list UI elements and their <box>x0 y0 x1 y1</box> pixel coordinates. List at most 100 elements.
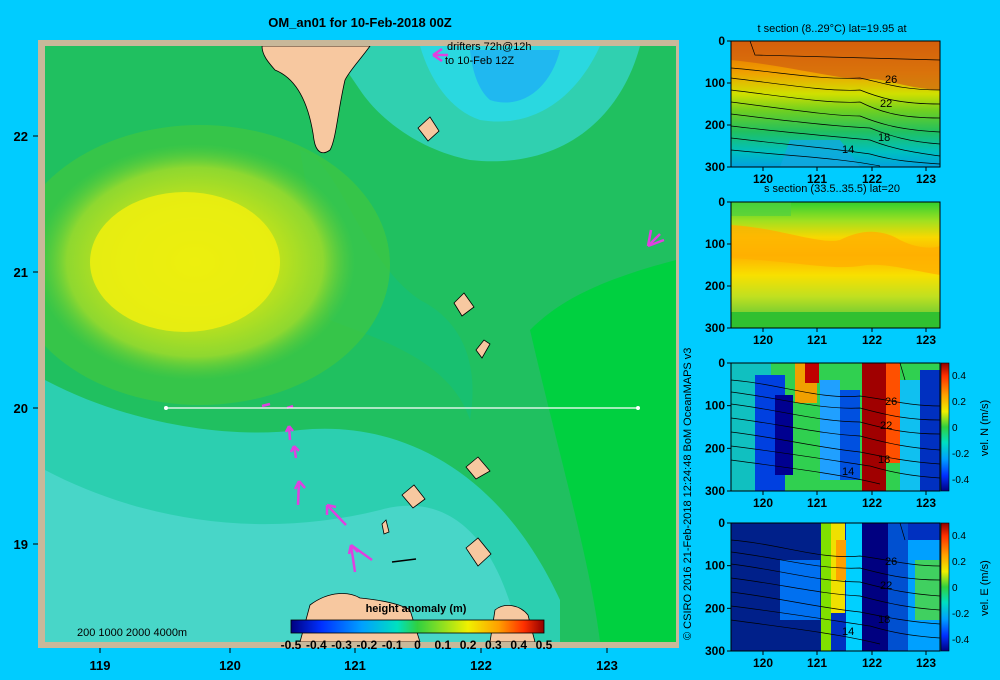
panel-colorbar-tick: 0 <box>952 423 958 434</box>
map-x-tick-label: 119 <box>90 658 111 673</box>
panel-colorbar-tick: -0.4 <box>952 635 970 646</box>
panel-colorbar-tick: -0.4 <box>952 475 970 486</box>
contour-label: 18 <box>878 614 890 626</box>
panel-y-tick-label: 300 <box>705 321 725 335</box>
panel-y-tick-label: 100 <box>705 399 725 413</box>
panel-colorbar-tick: -0.2 <box>952 449 970 460</box>
panel-x-tick-label: 123 <box>916 496 936 510</box>
contour-label: 14 <box>842 144 854 156</box>
panel-y-tick-label: 300 <box>705 484 725 498</box>
map-x-tick-label: 121 <box>344 658 366 673</box>
panel-x-tick-label: 123 <box>916 333 936 347</box>
vel-n-contour-labels: 26 22 18 14 <box>842 396 897 478</box>
panel-y-tick-label: 200 <box>705 441 725 455</box>
vel-e-colorbar <box>940 522 950 652</box>
map-x-tick-label: 123 <box>596 658 618 673</box>
drifter-annotation-line1: drifters 72h@12h <box>447 41 532 53</box>
contour-label: 18 <box>878 132 890 144</box>
panel-x-tick-label: 121 <box>807 172 827 186</box>
panel-x-tick-label: 120 <box>753 496 773 510</box>
panel-colorbar-tick: 0.4 <box>952 531 966 542</box>
colorbar-tick-label: -0.2 <box>357 638 378 652</box>
colorbar-tick-label: -0.3 <box>331 638 352 652</box>
panel-colorbar-tick: -0.2 <box>952 609 970 620</box>
panel-x-tick-label: 123 <box>916 656 936 670</box>
colorbar-label: height anomaly (m) <box>366 603 467 615</box>
panel-x-tick-label: 121 <box>807 333 827 347</box>
panel-x-tick-label: 120 <box>753 333 773 347</box>
panel-y-tick-label: 0 <box>718 516 725 530</box>
panel-colorbar-tick: 0.4 <box>952 371 966 382</box>
panel-x-tick-label: 122 <box>862 656 882 670</box>
panel-y-tick-label: 300 <box>705 644 725 658</box>
colorbar-tick-label: 0.3 <box>485 638 502 652</box>
vel-e-contour-labels: 26 22 18 14 <box>842 556 897 638</box>
map-x-tick-label: 122 <box>470 658 492 673</box>
s-section-title: s section (33.5..35.5) lat=20 <box>764 183 900 195</box>
panel-colorbar-tick: 0 <box>952 583 958 594</box>
map-y-tick-label: 19 <box>14 537 28 552</box>
contour-label: 14 <box>842 466 854 478</box>
panel-x-tick-label: 120 <box>753 172 773 186</box>
colorbar-tick-label: -0.1 <box>382 638 403 652</box>
colorbar-tick-label: 0.5 <box>536 638 553 652</box>
panel-y-tick-label: 300 <box>705 160 725 174</box>
contour-label: 14 <box>842 626 854 638</box>
vel-e-panel <box>730 522 941 651</box>
colorbar-tick-label: 0.1 <box>434 638 451 652</box>
map-y-tick-label: 22 <box>14 129 28 144</box>
contour-label: 26 <box>885 74 897 86</box>
map-y-tick-label: 21 <box>14 265 28 280</box>
depth-legend: 200 1000 2000 4000m <box>77 627 187 639</box>
credit-text: © CSIRO 2016 21-Feb-2018 12:24:48 BoM Oc… <box>682 348 694 640</box>
colorbar-tick-label: -0.4 <box>306 638 327 652</box>
panel-y-tick-label: 200 <box>705 279 725 293</box>
contour-label: 22 <box>880 420 892 432</box>
map-plot-area <box>45 46 676 642</box>
contour-label: 22 <box>880 98 892 110</box>
map-x-tick-label: 120 <box>219 658 241 673</box>
map-y-ticks: 22 21 20 19 <box>14 129 38 552</box>
panel-y-tick-label: 100 <box>705 237 725 251</box>
colorbar-tick-label: 0.4 <box>510 638 527 652</box>
panel-colorbar-tick: 0.2 <box>952 557 966 568</box>
panel-x-tick-label: 120 <box>753 656 773 670</box>
colorbar-ticks: -0.5 -0.4 -0.3 -0.2 -0.1 0 0.1 0.2 0.3 0.4 0.5 <box>281 638 553 652</box>
panel-x-tick-label: 121 <box>807 496 827 510</box>
drifter-arrows <box>261 47 665 573</box>
drifter-annotation-line2: to 10-Feb 12Z <box>445 55 514 67</box>
colorbar-tick-label: -0.5 <box>281 638 302 652</box>
panel-y-tick-label: 200 <box>705 118 725 132</box>
panel-y-tick-label: 0 <box>718 356 725 370</box>
panel-x-tick-label: 123 <box>916 172 936 186</box>
panel-y-tick-label: 0 <box>718 34 725 48</box>
contour-label: 26 <box>885 556 897 568</box>
panel-x-tick-label: 122 <box>862 496 882 510</box>
panel-y-tick-label: 0 <box>718 195 725 209</box>
panel-x-tick-label: 121 <box>807 656 827 670</box>
map-title: OM_an01 for 10-Feb-2018 00Z <box>268 15 452 30</box>
vel-n-panel <box>730 362 941 491</box>
vel-n-label: vel. N (m/s) <box>979 400 991 456</box>
vel-n-colorbar <box>940 362 950 492</box>
map-x-ticks: 119 120 121 122 123 <box>90 648 618 673</box>
panel-x-tick-label: 122 <box>862 333 882 347</box>
panel-y-tick-label: 200 <box>705 601 725 615</box>
panel-colorbar-tick: 0.2 <box>952 397 966 408</box>
t-contour-labels: 26 22 18 14 <box>842 74 897 156</box>
contour-label: 26 <box>885 396 897 408</box>
t-section-panel <box>730 40 941 167</box>
s-section-panel <box>731 202 940 328</box>
t-section-title: t section (8..29°C) lat=19.95 at <box>757 23 906 35</box>
vel-e-label: vel. E (m/s) <box>979 560 991 616</box>
colorbar-tick-label: 0.2 <box>460 638 477 652</box>
colorbar-tick-label: 0 <box>414 638 421 652</box>
contour-label: 18 <box>878 454 890 466</box>
panel-x-tick-label: 122 <box>862 172 882 186</box>
land-north <box>261 46 371 154</box>
map-y-tick-label: 20 <box>14 401 28 416</box>
contour-label: 22 <box>880 580 892 592</box>
panel-y-tick-label: 100 <box>705 559 725 573</box>
colorbar <box>290 619 545 634</box>
